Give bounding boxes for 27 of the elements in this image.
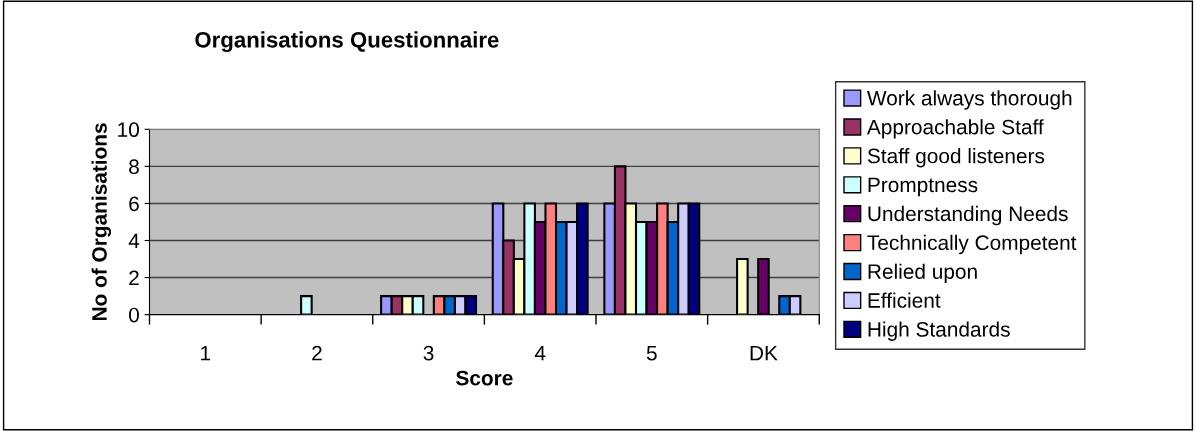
- bar: [736, 257, 749, 315]
- x-axis-title: Score: [456, 370, 513, 386]
- x-tick-label: 5: [646, 345, 657, 361]
- legend-label: Work always thorough: [867, 90, 1072, 110]
- x-tick-label: DK: [750, 345, 778, 361]
- y-tick-label: 10: [118, 122, 139, 138]
- bar: [757, 257, 770, 315]
- x-tick-label: 2: [312, 345, 322, 361]
- legend-label: High Standards: [868, 321, 1010, 341]
- legend-label: Technically Competent: [867, 234, 1077, 255]
- legend-label: Promptness: [868, 177, 978, 197]
- y-tick-label: 6: [129, 196, 139, 212]
- legend-label: Staff good listeners: [867, 148, 1045, 168]
- y-tick-label: 4: [128, 233, 140, 249]
- bar: [300, 295, 313, 315]
- legend-label: Relied upon: [868, 263, 977, 284]
- x-tick-label: 1: [201, 345, 211, 361]
- chart-title: Organisations Questionnaire: [195, 31, 499, 53]
- x-tick-label: 4: [534, 345, 546, 361]
- y-tick-label: 2: [129, 270, 139, 286]
- legend-label: Efficient: [868, 292, 941, 308]
- y-tick-label: 0: [129, 307, 139, 323]
- legend-label: Approachable Staff: [866, 119, 1044, 139]
- y-axis-title: No of Organisations: [91, 123, 112, 321]
- x-tick-label: 3: [423, 345, 434, 361]
- legend-label: Understanding Needs: [868, 205, 1068, 226]
- y-tick-label: 8: [129, 159, 139, 175]
